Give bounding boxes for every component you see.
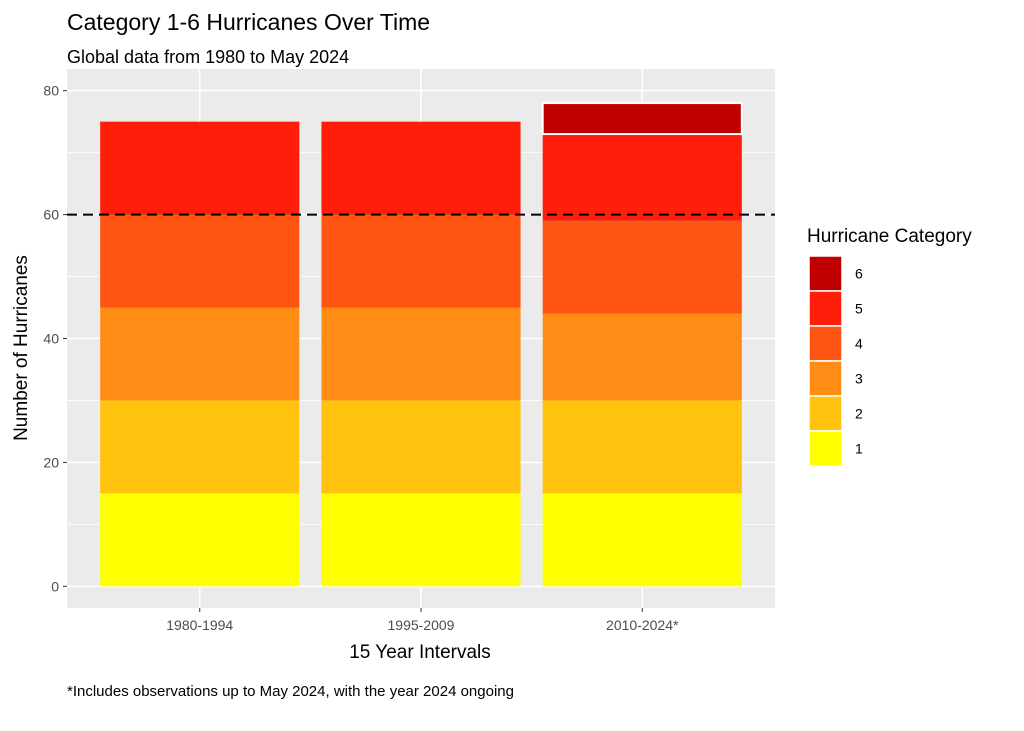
legend: 6 5 4 3 2 1 bbox=[808, 255, 863, 467]
legend-label: 4 bbox=[855, 336, 863, 352]
legend-label: 6 bbox=[855, 266, 863, 282]
bar-segment bbox=[542, 220, 742, 314]
y-axis: 0 20 40 60 80 bbox=[43, 83, 67, 594]
x-tick-label: 2010-2024* bbox=[606, 617, 679, 633]
y-axis-title: Number of Hurricanes bbox=[11, 255, 32, 441]
legend-title: Hurricane Category bbox=[807, 226, 972, 247]
x-tick-label: 1995-2009 bbox=[388, 617, 455, 633]
legend-key bbox=[808, 255, 843, 292]
chart-subtitle: Global data from 1980 to May 2024 bbox=[67, 47, 349, 67]
bar-segment bbox=[100, 307, 300, 401]
bar-segment bbox=[541, 102, 743, 136]
legend-label: 3 bbox=[855, 371, 863, 387]
bar-segment bbox=[100, 214, 300, 308]
legend-label: 1 bbox=[855, 441, 863, 457]
x-axis-title: 15 Year Intervals bbox=[349, 642, 491, 663]
bar-segment bbox=[321, 214, 521, 308]
bar-segment bbox=[100, 400, 300, 494]
y-tick-label: 60 bbox=[43, 207, 59, 223]
bar-segment bbox=[542, 493, 742, 587]
bar-segment bbox=[321, 400, 521, 494]
y-tick-label: 20 bbox=[43, 454, 59, 470]
bar-segment bbox=[321, 493, 521, 587]
x-tick-label: 1980-1994 bbox=[166, 617, 233, 633]
bar-segment bbox=[542, 400, 742, 494]
bars bbox=[100, 102, 743, 587]
bar-segment bbox=[542, 313, 742, 401]
legend-label: 5 bbox=[855, 301, 863, 317]
bar-segment bbox=[100, 121, 300, 215]
legend-key bbox=[808, 395, 843, 432]
legend-key bbox=[808, 360, 843, 397]
chart-caption: *Includes observations up to May 2024, w… bbox=[67, 683, 514, 700]
bar-segment bbox=[100, 493, 300, 587]
bar-segment bbox=[542, 134, 742, 221]
legend-label: 2 bbox=[855, 406, 863, 422]
chart-title: Category 1-6 Hurricanes Over Time bbox=[67, 9, 430, 35]
y-tick-label: 80 bbox=[43, 83, 59, 99]
x-axis: 1980-1994 1995-2009 2010-2024* bbox=[166, 608, 679, 633]
y-tick-label: 40 bbox=[43, 331, 59, 347]
legend-key bbox=[808, 325, 843, 362]
legend-key bbox=[808, 290, 843, 327]
y-tick-label: 0 bbox=[51, 578, 59, 594]
bar-segment bbox=[321, 121, 521, 215]
legend-key bbox=[808, 430, 843, 467]
bar-segment bbox=[321, 307, 521, 401]
